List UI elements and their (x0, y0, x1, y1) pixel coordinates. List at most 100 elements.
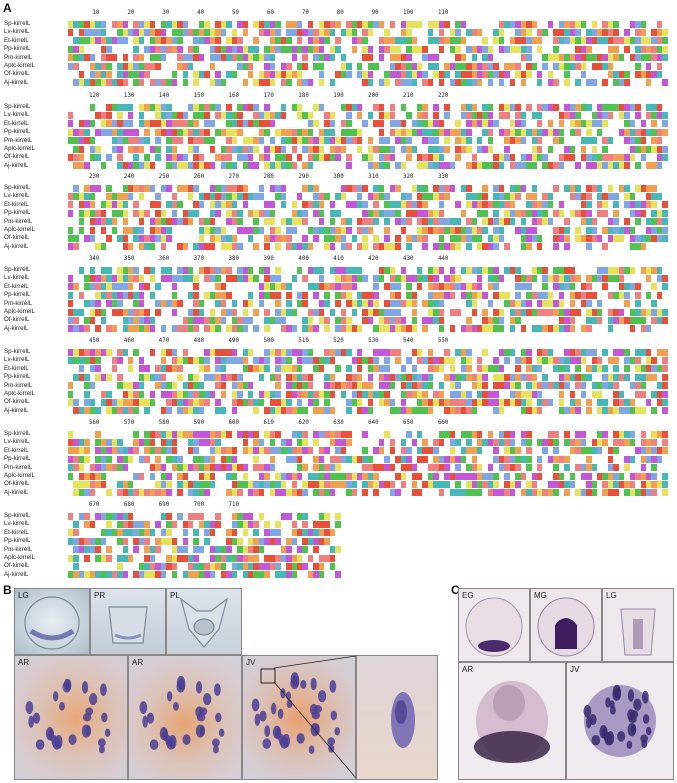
species-name: Lv-kirrelL (4, 111, 30, 119)
residue-strip (68, 120, 668, 128)
sequence-row: Pm-kirrelL (0, 546, 677, 554)
image-b-ar1: AR (14, 655, 128, 780)
residue-strip (68, 430, 668, 438)
residue-strip (68, 28, 668, 36)
sequence-row: Sp-kirrelL (0, 430, 677, 438)
panel-letter-a: A (3, 1, 12, 15)
residue-strip (68, 62, 668, 70)
species-name: Aplc-kirrelL (4, 145, 35, 152)
alignment-block: 230 240 250 260 270 280 290 300 310 320 … (0, 174, 677, 254)
sequence-row: Sp-kirrelL (0, 348, 677, 356)
label-ar: AR (132, 658, 144, 667)
residue-strip (68, 571, 341, 579)
position-ruler: 450 460 470 480 490 500 510 520 530 540 … (68, 338, 449, 344)
label-ar: AR (462, 665, 474, 674)
label-eg: EG (462, 591, 474, 600)
image-b-pr: PR (90, 588, 166, 655)
residue-strip (68, 283, 668, 291)
alignment-block: 10 20 30 40 50 60 70 80 90 100 110 Sp-kir… (0, 10, 677, 90)
residue-strip (68, 300, 668, 308)
species-name: Aj-kirrelL (4, 324, 29, 332)
residue-strip (68, 348, 668, 356)
panel-letter-c: C (451, 583, 460, 597)
sequence-row: Aplc-kirrelL (0, 226, 677, 234)
staining-spots (251, 668, 340, 754)
species-name: Lv-kirrelL (4, 356, 30, 364)
sequence-alignment: 10 20 30 40 50 60 70 80 90 100 110 Sp-kir… (0, 10, 677, 582)
sequence-row: Aplc-kirrelL (0, 554, 677, 562)
residue-strip (68, 546, 341, 554)
species-name: Et-kirrelL (4, 528, 29, 536)
residue-strip (68, 537, 341, 545)
residue-strip (68, 438, 668, 446)
species-name: Et-kirrelL (4, 364, 29, 372)
residue-strip (68, 145, 668, 153)
residue-strip (68, 512, 341, 520)
species-name: Of-kirrelL (4, 234, 30, 242)
residue-strip (68, 79, 668, 87)
residue-strip (68, 480, 668, 488)
sequence-row: Aplc-kirrelL (0, 308, 677, 316)
alignment-block: 670 680 690 700 710 Sp-kirrelL Lv-kirrelL E… (0, 502, 677, 582)
species-name: Of-kirrelL (4, 562, 30, 570)
residue-strip (68, 325, 668, 333)
residue-strip (68, 128, 668, 136)
sequence-row: Pm-kirrelL (0, 300, 677, 308)
image-c-mg: MG (530, 588, 602, 662)
sequence-row: Pp-kirrelL (0, 209, 677, 217)
sequence-row: Pm-kirrelL (0, 464, 677, 472)
sequence-row: Et-kirrelL (0, 201, 677, 209)
embryo-lg (620, 608, 656, 656)
image-c-ar: AR (458, 662, 566, 780)
species-name: Aplc-kirrelL (4, 62, 35, 69)
larva-outline (179, 597, 229, 648)
residue-strip (68, 137, 668, 145)
position-ruler: 120 130 140 150 160 170 180 190 200 210 … (68, 93, 449, 99)
position-ruler: 10 20 30 40 50 60 70 80 90 100 110 (68, 10, 449, 16)
staining-spots (139, 675, 225, 754)
species-name: Aplc-kirrelL (4, 226, 35, 233)
image-c-jv: JV (566, 662, 674, 780)
embryo-eg (465, 597, 523, 657)
label-pl: PL (170, 591, 180, 600)
species-name: Pm-kirrelL (4, 463, 33, 471)
sequence-row: Lv-kirrelL (0, 274, 677, 282)
sequence-row: Of-kirrelL (0, 398, 677, 406)
species-name: Pm-kirrelL (4, 217, 33, 225)
species-name: Et-kirrelL (4, 446, 29, 454)
sequence-row: Sp-kirrelL (0, 266, 677, 274)
sequence-row: Pp-kirrelL (0, 373, 677, 381)
residue-strip (68, 308, 668, 316)
image-b-ar2: AR (128, 655, 242, 780)
embryo-outline (24, 596, 80, 650)
embryo-outline (108, 606, 148, 644)
residue-strip (68, 103, 668, 111)
residue-strip (68, 373, 668, 381)
residue-strip (68, 390, 668, 398)
residue-strip (68, 192, 668, 200)
sequence-row: Sp-kirrelL (0, 20, 677, 28)
species-name: Pp-kirrelL (4, 209, 31, 217)
residue-strip (68, 234, 668, 242)
species-name: Of-kirrelL (4, 316, 30, 324)
label-lg: LG (606, 591, 617, 600)
label-mg: MG (534, 591, 547, 600)
species-name: Aj-kirrelL (4, 488, 29, 496)
sequence-row: Aj-kirrelL (0, 162, 677, 170)
species-name: Of-kirrelL (4, 398, 30, 406)
species-name: Aplc-kirrelL (4, 308, 35, 315)
residue-strip (68, 455, 668, 463)
species-name: Sp-kirrelL (4, 184, 31, 191)
sequence-row: Lv-kirrelL (0, 438, 677, 446)
species-name: Aj-kirrelL (4, 406, 29, 414)
alignment-block: 450 460 470 480 490 500 510 520 530 540 … (0, 338, 677, 418)
species-name: Aj-kirrelL (4, 78, 29, 86)
species-name: Pp-kirrelL (4, 455, 31, 463)
image-b-zoom (356, 655, 438, 780)
residue-strip (68, 291, 668, 299)
sequence-row: Of-kirrelL (0, 480, 677, 488)
sequence-row: Aj-kirrelL (0, 489, 677, 497)
alignment-block: 120 130 140 150 160 170 180 190 200 210 … (0, 93, 677, 173)
residue-strip (68, 365, 668, 373)
